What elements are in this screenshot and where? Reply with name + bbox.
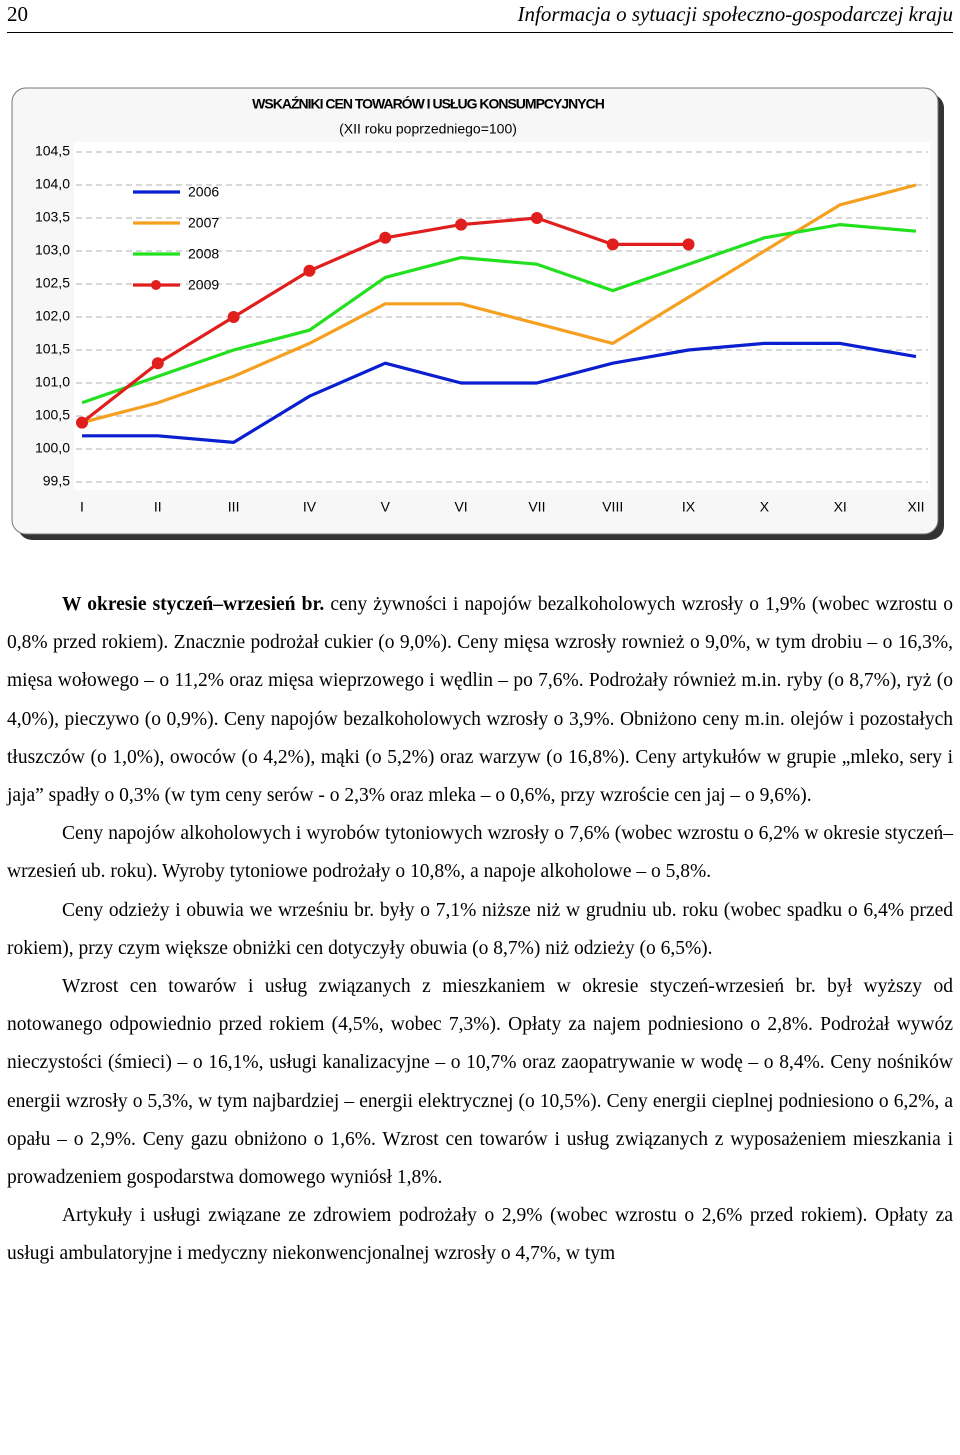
series-marker <box>455 218 468 231</box>
x-tick-label: VII <box>528 499 545 515</box>
page-header: 20 Informacja o sytuacji społeczno-gospo… <box>7 0 953 33</box>
x-tick-label: II <box>154 499 162 515</box>
paragraph: W okresie styczeń–wrzesień br. ceny żywn… <box>7 586 953 815</box>
paragraph-text: Wzrost cen towarów i usług związanych z … <box>7 976 953 1189</box>
running-title: Informacja o sytuacji społeczno-gospodar… <box>517 2 954 26</box>
y-tick-label: 101,5 <box>35 341 70 357</box>
y-tick-label: 104,0 <box>35 176 70 192</box>
series-marker <box>76 416 88 429</box>
series-marker <box>530 212 543 224</box>
legend-marker <box>151 280 161 290</box>
page-number: 20 <box>7 2 28 26</box>
chart-title: WSKAŹNIKI CEN TOWARÓW I USŁUG KONSUMPCYJ… <box>252 95 605 112</box>
x-tick-label: III <box>228 499 240 515</box>
series-line <box>81 223 917 405</box>
y-tick-label: 102,0 <box>35 308 70 324</box>
series-line <box>82 341 917 444</box>
y-tick-label: 103,0 <box>35 242 70 258</box>
series-marker <box>682 238 695 251</box>
x-tick-label: XI <box>834 499 847 515</box>
series-marker <box>151 357 164 370</box>
series-marker <box>379 231 392 244</box>
y-tick-label: 104,5 <box>35 143 70 159</box>
paragraph-text: ceny żywności i napojów bezalkoholowych … <box>7 594 953 807</box>
text-body: W okresie styczeń–wrzesień br. ceny żywn… <box>7 586 953 1274</box>
y-tick-label: 100,0 <box>35 440 70 456</box>
chart-subtitle: (XII roku poprzedniego=100) <box>339 121 517 137</box>
y-tick-label: 102,5 <box>35 275 70 291</box>
legend-label: 2008 <box>188 246 219 262</box>
y-tick-label: 99,5 <box>43 473 70 489</box>
x-tick-label: IX <box>682 499 696 515</box>
x-tick-label: XII <box>907 499 924 515</box>
paragraph: Ceny odzieży i obuwia we wrześniu br. by… <box>7 892 953 968</box>
series-marker <box>606 238 619 251</box>
x-tick-label: X <box>760 499 770 515</box>
series-line <box>81 183 917 425</box>
x-tick-label: IV <box>303 499 317 515</box>
y-tick-label: 103,5 <box>35 209 70 225</box>
paragraph-text: Ceny napojów alkoholowych i wyrobów tyto… <box>7 823 953 883</box>
legend-label: 2009 <box>188 277 219 293</box>
series-marker <box>227 311 240 323</box>
paragraph-lead: W okresie styczeń–wrzesień br. <box>62 594 325 615</box>
series-marker <box>303 264 316 277</box>
paragraph: Artykuły i usługi związane ze zdrowiem p… <box>7 1197 953 1273</box>
paragraph: Ceny napojów alkoholowych i wyrobów tyto… <box>7 815 953 891</box>
legend-label: 2007 <box>188 215 219 231</box>
paragraph: Wzrost cen towarów i usług związanych z … <box>7 968 953 1197</box>
x-tick-label: V <box>381 499 391 515</box>
x-tick-label: VIII <box>602 499 623 515</box>
y-tick-label: 100,5 <box>35 407 70 423</box>
chart: WSKAŹNIKI CEN TOWARÓW I USŁUG KONSUMPCYJ… <box>11 87 944 540</box>
x-tick-label: I <box>80 499 84 515</box>
paragraph-text: Artykuły i usługi związane ze zdrowiem p… <box>7 1205 953 1265</box>
paragraph-text: Ceny odzieży i obuwia we wrześniu br. by… <box>7 899 953 959</box>
x-tick-label: VI <box>454 499 467 515</box>
y-tick-label: 101,0 <box>35 374 70 390</box>
legend-label: 2006 <box>188 184 219 200</box>
